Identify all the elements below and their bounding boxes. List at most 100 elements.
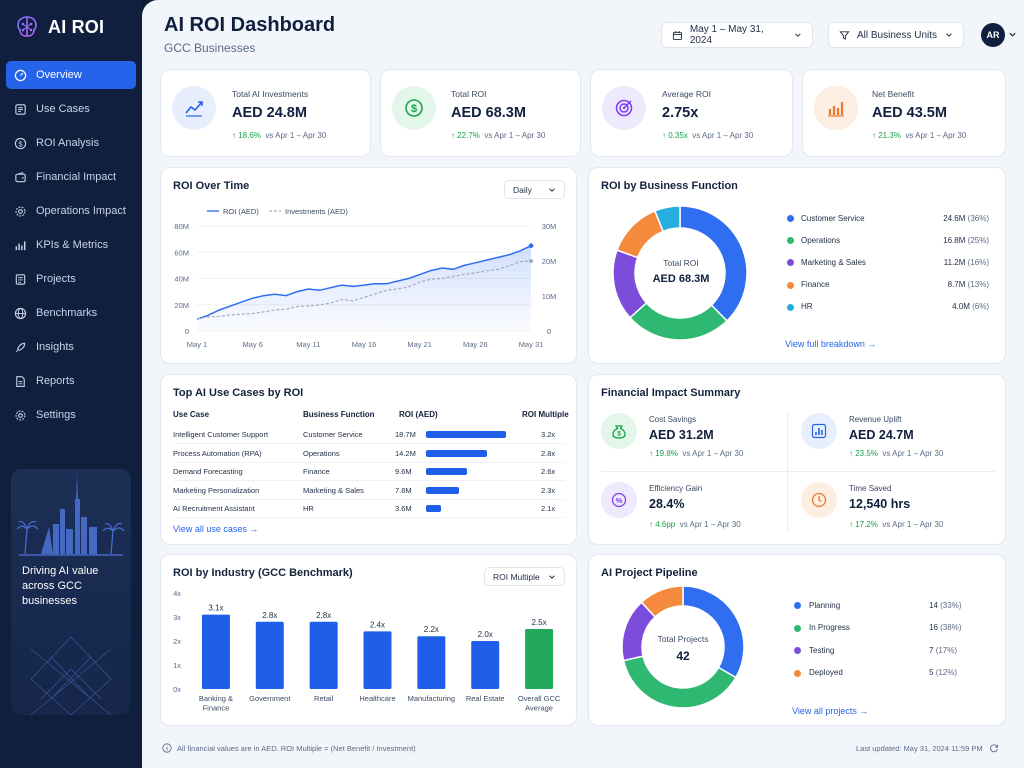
table-row[interactable]: Demand Forecasting Finance 9.6M 2.6x [173, 463, 565, 481]
sidebar-item-projects[interactable]: Projects [6, 265, 136, 293]
sidebar-item-label: Benchmarks [36, 307, 98, 319]
sidebar-item-insights[interactable]: Insights [6, 333, 136, 361]
brand-name: AI ROI [48, 16, 105, 37]
donut-slice-planning[interactable] [682, 585, 745, 679]
legend-label[interactable]: Operations [801, 235, 841, 245]
legend-label[interactable]: Marketing & Sales [801, 257, 866, 267]
kpi-card-total-roi: $ Total ROI AED 68.3M ↑ 22.7% vs Apr 1 –… [380, 69, 581, 157]
legend-amount: 16.8M [943, 235, 966, 245]
table-row[interactable]: Process Automation (RPA) Operations 14.2M 2… [173, 445, 565, 463]
use-case-multiple: 2.6x [541, 467, 556, 476]
fi-delta-value: 17.2% [855, 520, 878, 529]
table-row[interactable]: Marketing Personalization Marketing & Sal… [173, 482, 565, 500]
fi-delta: ↑ 23.5% vs Apr 1 – Apr 30 [849, 449, 943, 458]
bar-manufacturing[interactable] [417, 636, 446, 689]
date-range-picker[interactable]: May 1 – May 31, 2024 [661, 22, 813, 48]
donut-slice-deployed[interactable] [640, 585, 684, 619]
x-tick: May 31 [519, 340, 544, 349]
x-tick: Banking & [199, 694, 233, 703]
use-case-multiple: 3.2x [541, 430, 556, 439]
arrow-up-icon: ↑ [649, 520, 653, 529]
bar-retail[interactable] [309, 621, 338, 689]
sidebar-item-kpis-metrics[interactable]: KPIs & Metrics [6, 231, 136, 259]
fi-label: Revenue Uplift [849, 415, 902, 424]
kpi-delta: ↑ 21.3% vs Apr 1 – Apr 30 [872, 131, 966, 140]
legend-label[interactable]: HR [801, 302, 813, 312]
sidebar-item-financial-impact[interactable]: Financial Impact [6, 163, 136, 191]
x-tick: May 21 [407, 340, 432, 349]
percent-icon: % [611, 492, 627, 508]
sidebar-item-settings[interactable]: Settings [6, 401, 136, 429]
table-row[interactable]: Intelligent Customer Support Customer Ser… [173, 426, 565, 444]
filter-icon [839, 30, 850, 40]
y-tick-left: 40M [174, 275, 189, 284]
clock-icon [811, 492, 827, 508]
roi-bar [426, 468, 468, 475]
legend-label[interactable]: Deployed [809, 668, 843, 677]
granularity-select[interactable]: Daily [504, 180, 565, 199]
business-unit-filter[interactable]: All Business Units [828, 22, 964, 48]
sidebar-item-operations-impact[interactable]: Operations Impact [6, 197, 136, 225]
document-icon [16, 375, 25, 387]
top-use-cases-card: Top AI Use Cases by ROI Use Case Busines… [160, 374, 577, 545]
legend-count: 7 [929, 645, 934, 655]
legend-label[interactable]: Finance [801, 280, 830, 290]
bar-banking-finance[interactable] [201, 614, 230, 689]
sidebar-item-use-cases[interactable]: Use Cases [6, 95, 136, 123]
refresh-icon[interactable] [989, 743, 999, 753]
card-title: Top AI Use Cases by ROI [173, 387, 304, 399]
legend-label[interactable]: Planning [809, 600, 841, 610]
sidebar-item-reports[interactable]: Reports [6, 367, 136, 395]
legend-value: 14 (33%) [929, 601, 994, 610]
legend-count: 5 [929, 668, 934, 677]
legend-label[interactable]: Customer Service [801, 213, 865, 223]
legend-amount: 24.6M [943, 213, 966, 223]
use-case-multiple: 2.1x [541, 504, 556, 513]
donut-slice-in-progress[interactable] [622, 655, 737, 709]
chevron-down-icon[interactable] [1008, 30, 1017, 39]
donut-center-label: Total Projects [657, 634, 709, 644]
view-all-use-cases-link[interactable]: View all use cases → [173, 524, 259, 534]
bar-government[interactable] [255, 621, 284, 689]
legend-dot [787, 259, 794, 267]
granularity-label: Daily [513, 184, 532, 195]
fi-label: Time Saved [849, 484, 892, 493]
roi-bar [426, 431, 506, 438]
sidebar-item-label: Insights [36, 341, 74, 353]
use-case-function: Customer Service [303, 430, 363, 439]
sidebar-item-label: Reports [36, 375, 75, 387]
legend-label[interactable]: In Progress [809, 623, 850, 632]
donut-slice-hr[interactable] [653, 205, 681, 233]
donut-slice-finance[interactable] [616, 209, 665, 259]
sidebar-item-overview[interactable]: Overview [6, 61, 136, 89]
card-title: ROI Over Time [173, 180, 250, 192]
view-full-breakdown-link[interactable]: View full breakdown → [785, 339, 877, 349]
brand[interactable]: AI ROI [14, 14, 104, 40]
donut-slice-operations[interactable] [628, 301, 728, 341]
table-row[interactable]: AI Recruitment Assistant HR 3.6M 2.1x [173, 500, 565, 518]
bar-chart-icon [15, 240, 26, 250]
column-header-multiple: ROI Multiple [522, 410, 569, 419]
roi-function-donut [612, 205, 748, 341]
legend-percent: (25%) [967, 235, 989, 245]
bar-real-estate[interactable] [471, 641, 500, 689]
x-tick: May 16 [352, 340, 377, 349]
arrow-up-icon: ↑ [451, 131, 455, 140]
y-tick-right: 10M [542, 292, 557, 301]
metric-select[interactable]: ROI Multiple [484, 567, 565, 586]
sidebar-item-roi-analysis[interactable]: $ ROI Analysis [6, 129, 136, 157]
sidebar-item-benchmarks[interactable]: Benchmarks [6, 299, 136, 327]
target-icon [615, 99, 633, 117]
kpi-value: AED 43.5M [872, 105, 947, 121]
chevron-down-icon [946, 33, 952, 37]
legend-label[interactable]: Testing [809, 645, 835, 655]
legend-dot [794, 602, 801, 609]
x-tick: Real Estate [466, 694, 505, 703]
y-tick-left: 0 [185, 327, 189, 336]
avatar[interactable]: AR [981, 23, 1005, 47]
use-case-roi: 14.2M [395, 448, 416, 458]
y-tick-left: 60M [174, 248, 189, 257]
view-all-projects-link[interactable]: View all projects → [792, 706, 869, 716]
bar-healthcare[interactable] [363, 631, 392, 689]
bar-overall-gcc-average[interactable] [525, 629, 554, 689]
